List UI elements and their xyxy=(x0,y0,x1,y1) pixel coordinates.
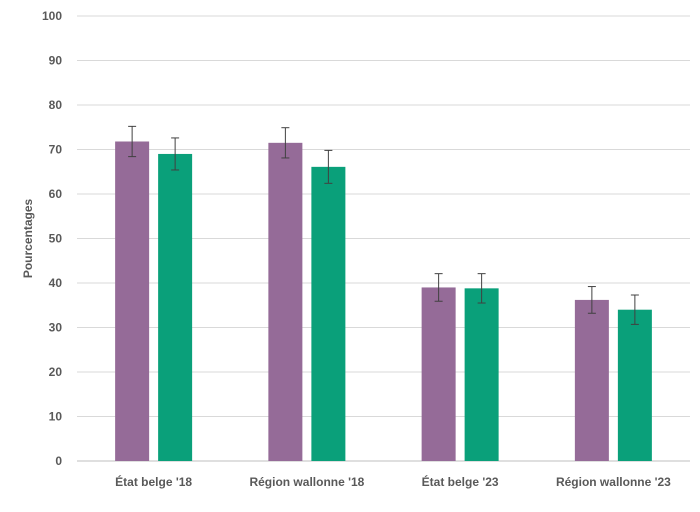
y-tick-label: 100 xyxy=(42,9,62,23)
y-tick-label: 50 xyxy=(49,232,63,246)
bar-series1-3 xyxy=(421,287,456,461)
y-axis-ticks: 0 10 20 30 40 50 60 70 80 90 100 xyxy=(42,9,62,468)
error-bar-series1-3 xyxy=(434,273,443,302)
error-bar-series2-4 xyxy=(630,294,639,325)
error-bar-series2-2 xyxy=(324,149,333,184)
y-axis-title: Pourcentages xyxy=(21,198,35,278)
bar-series1-2 xyxy=(268,142,303,461)
y-tick-label: 60 xyxy=(49,187,63,201)
x-category-label: Région wallonne '23 xyxy=(556,475,671,489)
y-tick-label: 40 xyxy=(49,276,63,290)
bar-series1-4 xyxy=(574,299,609,461)
y-tick-label: 70 xyxy=(49,143,63,157)
error-bar-series2-1 xyxy=(171,137,180,171)
bar-series2-4 xyxy=(617,309,652,461)
y-tick-label: 80 xyxy=(49,98,63,112)
error-bar-series1-2 xyxy=(281,127,290,159)
y-tick-label: 20 xyxy=(49,365,63,379)
error-bar-series1-4 xyxy=(587,286,596,314)
x-category-label: État belge '18 xyxy=(115,474,192,489)
y-tick-label: 0 xyxy=(55,454,62,468)
bars xyxy=(115,141,652,462)
x-axis-categories: État belge '18 Région wallonne '18 État be… xyxy=(115,474,671,489)
x-category-label: Région wallonne '18 xyxy=(249,475,364,489)
bar-series2-3 xyxy=(464,288,499,461)
bar-series2-2 xyxy=(311,166,346,462)
error-bar-series1-1 xyxy=(128,125,137,158)
bar-series2-1 xyxy=(158,153,193,461)
error-bar-series2-3 xyxy=(477,273,486,304)
error-bars xyxy=(128,125,639,325)
bar-series1-1 xyxy=(115,141,150,462)
y-tick-label: 10 xyxy=(49,410,63,424)
x-category-label: État belge '23 xyxy=(422,474,499,489)
y-tick-label: 90 xyxy=(49,54,63,68)
y-tick-label: 30 xyxy=(49,321,63,335)
